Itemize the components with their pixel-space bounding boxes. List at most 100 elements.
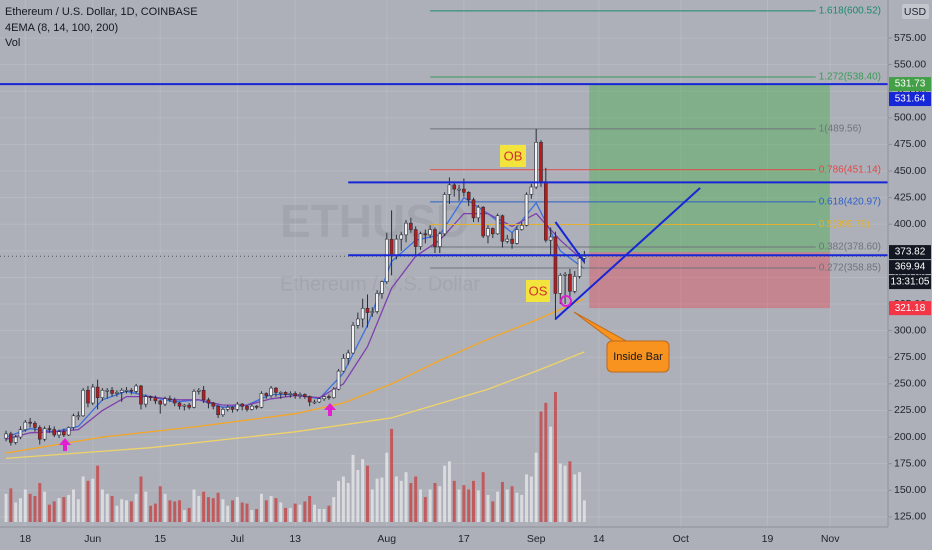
price-label-box (889, 260, 931, 275)
arrow-marker (324, 403, 336, 416)
drawn-lines (0, 83, 888, 320)
candle-body (62, 431, 66, 436)
x-tick-label: Oct (673, 533, 689, 545)
fib-label: 0.272(358.85) (819, 263, 881, 274)
candle-body (254, 405, 259, 408)
volume-bar (293, 503, 297, 522)
indicator-label: 4EMA (8, 14, 100, 200) (5, 22, 118, 34)
volume-bar (211, 498, 215, 522)
candle-body (47, 428, 52, 430)
price-label-box (889, 92, 931, 107)
volume-bar (433, 483, 437, 522)
candle-body (568, 273, 572, 292)
volume-bar (481, 472, 485, 522)
candle-body (42, 428, 47, 440)
fib-label: 1.272(538.40) (819, 72, 881, 83)
candle-body (192, 391, 196, 408)
volume-bar (153, 503, 157, 522)
position-tool (589, 84, 831, 309)
volume-bar (553, 392, 557, 522)
candle-body (110, 389, 114, 394)
volume-bar (520, 494, 524, 522)
currency-box[interactable] (902, 4, 929, 19)
volume (4, 392, 586, 522)
x-tick-label: Aug (377, 533, 396, 545)
candle-body (148, 396, 153, 398)
y-tick-label: 125.00 (894, 511, 926, 523)
volume-bar (288, 507, 292, 522)
volume-bar (361, 459, 365, 522)
volume-bar (558, 463, 562, 522)
candle-body (331, 388, 336, 398)
candle-body (52, 429, 57, 436)
candle-body (351, 325, 355, 354)
marker-circle (560, 295, 572, 307)
volume-bar (390, 428, 394, 522)
candle-body (510, 238, 514, 244)
candle-body (4, 433, 8, 439)
volume-bar (43, 491, 47, 522)
volume-bar (351, 454, 355, 522)
candle-body (375, 293, 379, 312)
y-tick-label: 200.00 (894, 431, 926, 443)
volume-bar (226, 505, 230, 522)
candle-body (457, 188, 461, 191)
volume-bar (245, 503, 249, 522)
volume-bar (510, 486, 514, 522)
volume-bar (250, 510, 254, 522)
volume-bar (202, 491, 206, 522)
candle-body (365, 308, 370, 313)
volume-bar (129, 501, 133, 522)
volume-bar (259, 493, 263, 522)
candle-body (143, 396, 148, 405)
volume-bar (9, 488, 13, 522)
volume-bar (206, 497, 210, 522)
volume-bar (28, 493, 32, 522)
candle-body (519, 224, 524, 230)
candle-body (269, 387, 273, 396)
volume-bar (269, 496, 273, 522)
volume-bar (375, 478, 379, 522)
candle-body (163, 398, 167, 405)
trend-line (554, 221, 586, 263)
volume-bar (365, 465, 369, 522)
y-tick-label: 275.00 (894, 351, 926, 363)
candle-body (336, 370, 341, 390)
volume-label: Vol (5, 37, 20, 49)
volume-bar (356, 470, 360, 522)
candle-body (563, 273, 567, 276)
candle-body (548, 236, 553, 241)
price-label-box (889, 275, 931, 290)
candle-body (13, 436, 18, 443)
candle-body (356, 318, 360, 326)
volume-bar (332, 497, 336, 522)
currency-label[interactable]: USD (904, 6, 927, 18)
candle-body (81, 389, 85, 417)
y-tick-label: 475.00 (894, 138, 926, 150)
volume-bar (4, 493, 8, 522)
volume-bar (86, 480, 90, 522)
volume-bar (67, 494, 71, 522)
volume-bar (38, 483, 42, 522)
volume-bar (549, 426, 553, 522)
candle-body (553, 236, 558, 294)
x-tick-label: 13 (289, 533, 301, 545)
arrow-marker (59, 438, 71, 451)
volume-bar (346, 483, 350, 522)
candle-body (86, 389, 90, 404)
volume-bar (505, 489, 509, 522)
volume-bar (525, 474, 529, 522)
x-tick-label: Jun (84, 533, 101, 545)
candle-body (71, 415, 76, 428)
volume-bar (467, 489, 471, 522)
volume-bar (255, 509, 259, 522)
candle-body (206, 399, 211, 404)
volume-bar (91, 478, 95, 522)
candle-body (389, 238, 394, 256)
candle-body (307, 396, 312, 403)
candle-body (466, 192, 471, 201)
watermark: ETHUSD (280, 195, 469, 247)
candle-body (95, 386, 100, 398)
price-axis (888, 0, 932, 550)
price-label: 531.73 (895, 79, 926, 90)
